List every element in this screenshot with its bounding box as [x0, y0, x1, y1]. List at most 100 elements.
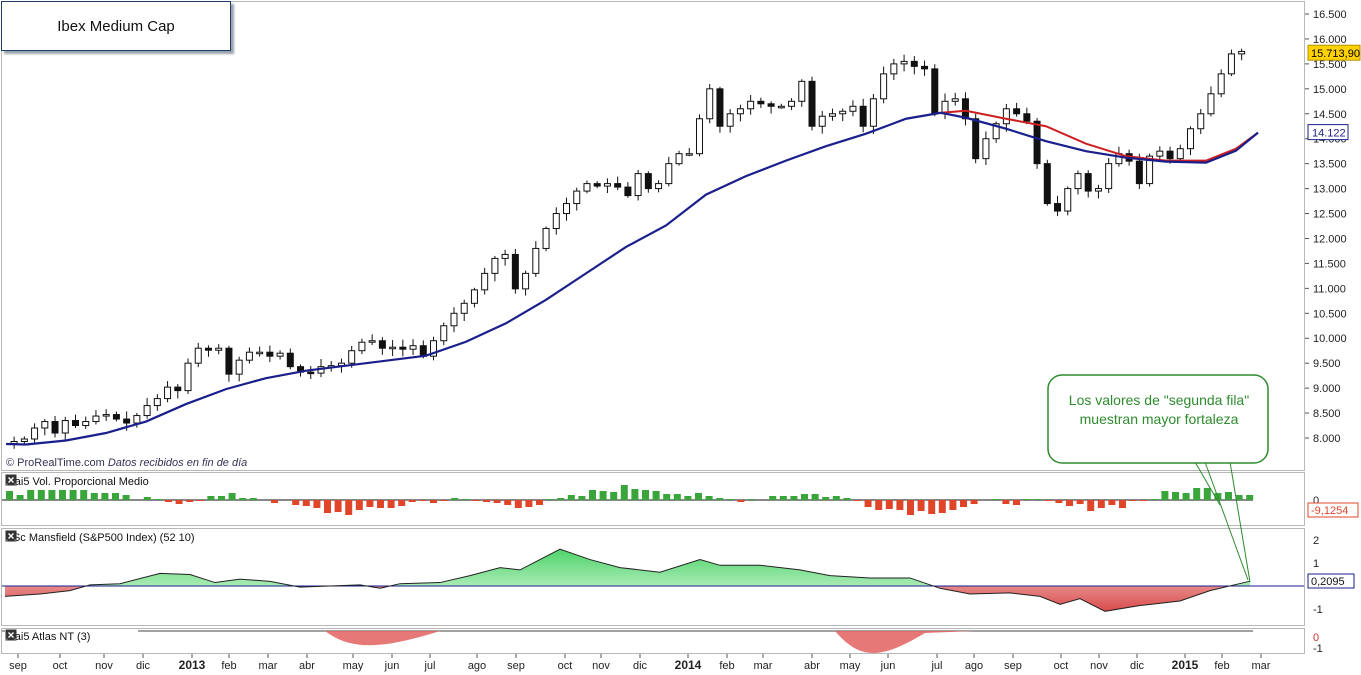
volume-bar	[16, 495, 24, 500]
volume-last-box	[1307, 502, 1359, 518]
candle-body	[614, 183, 622, 188]
volume-bar	[112, 493, 119, 500]
volume-bar	[525, 500, 533, 507]
volume-bar	[69, 486, 77, 500]
candle-body	[245, 351, 253, 361]
candle	[1217, 69, 1225, 98]
candle-body	[695, 118, 703, 155]
volume-bar	[6, 491, 13, 500]
candle-body	[982, 138, 990, 160]
rs-indicator-label: RSc Mansfield (S&P500 Index) (52 10)	[5, 532, 195, 544]
candle	[399, 339, 407, 357]
candle	[1023, 107, 1031, 125]
volume-bar	[1044, 500, 1052, 501]
candle-body	[849, 105, 857, 112]
candle	[665, 156, 673, 187]
candle	[644, 171, 652, 193]
candle	[1197, 109, 1205, 135]
wrench-icon[interactable]	[6, 531, 211, 544]
close-icon[interactable]	[5, 474, 197, 488]
volume-bar	[1034, 499, 1042, 500]
candle	[112, 411, 120, 422]
y-tick-label: 10.500	[1313, 308, 1347, 320]
candle	[511, 248, 519, 294]
candle	[798, 79, 806, 107]
volume-bar	[1235, 495, 1243, 500]
rs-line	[4, 548, 1251, 612]
window-icon[interactable]	[5, 474, 181, 488]
candle	[1094, 184, 1102, 199]
volume-bar	[567, 495, 575, 500]
y-tick-label: 8.000	[1313, 433, 1341, 445]
volume-bar	[387, 500, 395, 508]
x-tick-label: may	[343, 660, 364, 672]
candle-body	[1074, 173, 1082, 190]
candle	[828, 108, 836, 121]
candle-body	[563, 203, 571, 215]
y-tick-label: 12.000	[1313, 233, 1347, 245]
volume-bar	[80, 490, 88, 500]
window-icon[interactable]	[5, 530, 227, 544]
candle-body	[808, 80, 816, 127]
volume-bar	[811, 494, 819, 500]
volume-indicator-label: Blai5 Vol. Proporcional Medio	[5, 476, 149, 488]
wrench-icon[interactable]	[6, 630, 106, 643]
candle-body	[992, 123, 1000, 140]
atlas-negative-area	[325, 631, 440, 646]
volume-bar	[1002, 500, 1010, 504]
close-icon[interactable]	[5, 530, 243, 544]
candle	[593, 181, 601, 189]
credit-note: Datos recibidos en fin de día	[107, 457, 248, 469]
volume-bar	[822, 497, 830, 500]
candle	[286, 348, 294, 370]
volume-bar	[143, 497, 151, 500]
x-tick-label: may	[840, 660, 861, 672]
close-icon[interactable]	[5, 629, 138, 643]
wrench-icon[interactable]	[6, 475, 165, 488]
y-tick-label: 13.000	[1313, 184, 1347, 196]
x-tick-label: jul	[930, 660, 942, 672]
candle	[51, 416, 59, 438]
x-tick-label: sep	[1004, 660, 1022, 672]
candle-body	[706, 88, 714, 120]
candle-body	[1217, 73, 1225, 95]
window-icon[interactable]	[5, 629, 122, 643]
candle-body	[634, 173, 642, 197]
candle	[470, 287, 478, 308]
candle	[849, 100, 857, 117]
rs-last-label: 0,2095	[1311, 576, 1345, 588]
candle-body	[859, 105, 867, 127]
candle	[614, 176, 622, 190]
candle-body	[501, 253, 509, 259]
ma-value-box	[1307, 124, 1349, 141]
candle-body	[184, 362, 192, 392]
volume-bar	[334, 500, 342, 512]
candle-body	[747, 100, 755, 110]
candle	[184, 358, 192, 394]
x-tick-label: nov	[1090, 660, 1108, 672]
panel-frames	[1, 1, 1305, 654]
x-tick-label: abr	[804, 660, 820, 672]
y-tick-label: 15.000	[1313, 84, 1347, 96]
x-tick-label: mar	[754, 660, 773, 672]
y-tick-label: 11.000	[1313, 283, 1346, 295]
volume-bar	[419, 500, 427, 501]
candle-body	[368, 340, 376, 343]
y-tick-label: 15.500	[1313, 59, 1347, 71]
volume-bar	[716, 498, 724, 500]
x-tick-label: jul	[423, 660, 435, 672]
volume-bar	[536, 500, 543, 505]
candle	[1013, 102, 1021, 117]
candle-body	[532, 247, 540, 274]
volume-bar	[1161, 491, 1169, 500]
volume-bar	[726, 499, 734, 500]
volume-indicator-header: Blai5 Vol. Proporcional Medio	[5, 474, 197, 490]
candle-body	[481, 272, 489, 291]
candle-body	[757, 100, 765, 105]
volume-bar	[642, 490, 649, 500]
candle-body	[910, 60, 918, 67]
candle	[1187, 126, 1195, 156]
candle	[31, 423, 39, 445]
candle	[808, 76, 816, 131]
candle-body	[194, 347, 202, 364]
